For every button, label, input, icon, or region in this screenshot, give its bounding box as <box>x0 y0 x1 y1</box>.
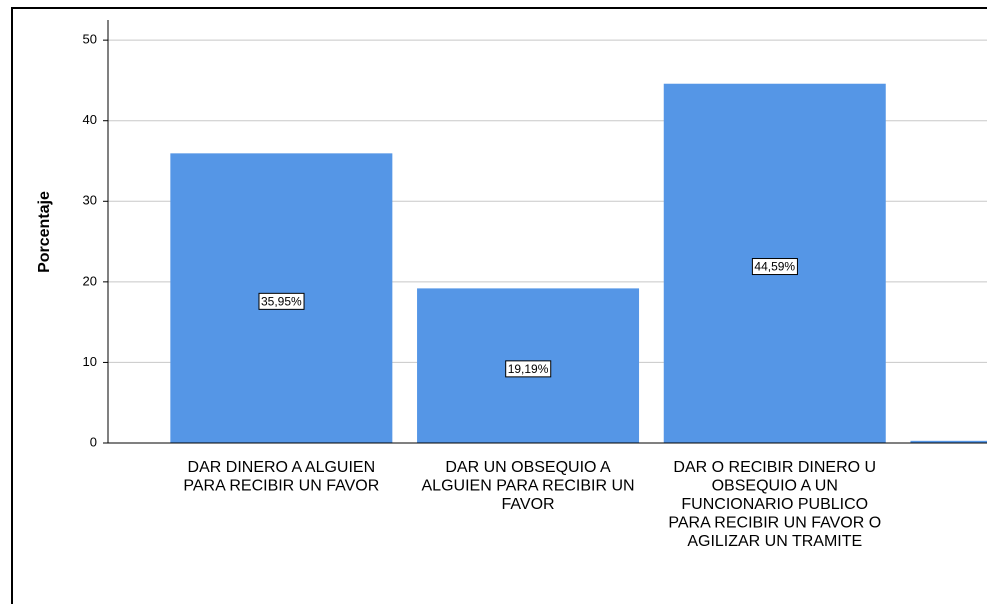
x-tick-label: DAR UN OBSEQUIO A ALGUIEN PARA RECIBIR UN… <box>422 459 635 513</box>
value-label-box <box>258 292 305 310</box>
y-tick-label: 30 <box>83 193 97 208</box>
frame <box>11 7 987 604</box>
y-tick-label: 10 <box>83 354 97 369</box>
value-label-box <box>505 360 552 378</box>
bar <box>910 440 987 443</box>
value-label-box <box>751 258 798 276</box>
y-tick-label: 0 <box>90 434 97 449</box>
value-label: 44,59% <box>754 260 795 274</box>
y-tick-label: 40 <box>83 112 97 127</box>
y-tick-label: 50 <box>83 32 97 47</box>
value-label: 19,19% <box>508 362 549 376</box>
value-label: 35,95% <box>261 294 302 308</box>
x-tick-label: DAR O RECIBIR DINERO U OBSEQUIO A UN FUNCI… <box>668 459 881 550</box>
y-axis-title: Porcentaje <box>36 191 53 273</box>
x-tick-label: DAR DINERO A ALGUIEN PARA RECIBIR UN FAVO… <box>183 459 379 495</box>
y-tick-label: 20 <box>83 273 97 288</box>
